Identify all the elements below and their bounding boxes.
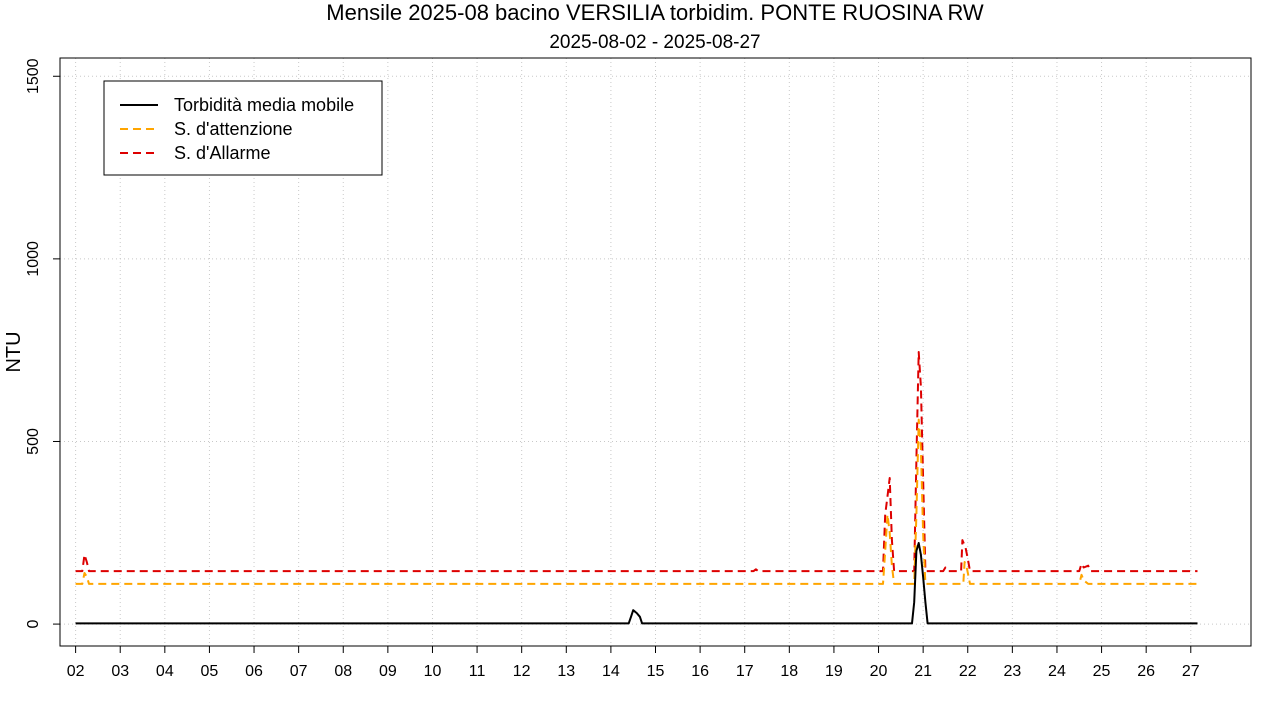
legend: Torbidità media mobile S. d'attenzione S. …: [103, 80, 383, 176]
x-tick-label: 13: [557, 663, 575, 680]
x-tick-label: 17: [736, 663, 754, 680]
x-tick-label: 26: [1137, 663, 1155, 680]
y-axis-label: NTU: [3, 331, 25, 372]
y-tick-label: 1500: [25, 58, 42, 94]
y-tick-label: 500: [25, 428, 42, 455]
x-tick-label: 16: [691, 663, 709, 680]
legend-label-2: S. d'Allarme: [174, 143, 270, 163]
y-tick-label: 0: [25, 620, 42, 629]
chart-subtitle: 2025-08-02 - 2025-08-27: [549, 32, 760, 53]
x-tick-label: 06: [245, 663, 263, 680]
x-tick-label: 12: [513, 663, 531, 680]
series-line-1: [75, 418, 1198, 585]
x-tick-label: 10: [424, 663, 442, 680]
x-tick-label: 23: [1003, 663, 1021, 680]
x-tick-label: 14: [602, 663, 620, 680]
x-tick-label: 11: [469, 663, 486, 680]
x-tick-label: 19: [825, 663, 843, 680]
x-tick-label: 24: [1048, 663, 1066, 680]
x-tick-label: 27: [1182, 663, 1200, 680]
x-tick-label: 04: [156, 663, 174, 680]
chart-title: Mensile 2025-08 bacino VERSILIA torbidim…: [326, 0, 984, 25]
x-tick-label: 20: [870, 663, 888, 680]
x-tick-label: 15: [647, 663, 665, 680]
y-tick-label: 1000: [25, 241, 42, 277]
x-tick-label: 21: [914, 663, 932, 680]
x-tick-label: 25: [1093, 663, 1111, 680]
series-line-0: [75, 542, 1198, 625]
x-tick-label: 05: [201, 663, 219, 680]
legend-label-0: Torbidità media mobile: [174, 95, 354, 115]
legend-label-1: S. d'attenzione: [174, 119, 293, 139]
x-tick-label: 07: [290, 663, 308, 680]
x-tick-label: 08: [334, 663, 352, 680]
series-line-2: [75, 351, 1198, 573]
x-tick-label: 22: [959, 663, 977, 680]
axes: 02 03 04 05 06 07 08 09 10 11 12 13 14 15 16 17 18 19 20 21…: [25, 58, 1200, 680]
x-tick-label: 18: [780, 663, 798, 680]
series-layer: [75, 351, 1198, 625]
x-tick-label: 02: [67, 663, 85, 680]
x-tick-label: 09: [379, 663, 397, 680]
x-tick-label: 03: [111, 663, 129, 680]
